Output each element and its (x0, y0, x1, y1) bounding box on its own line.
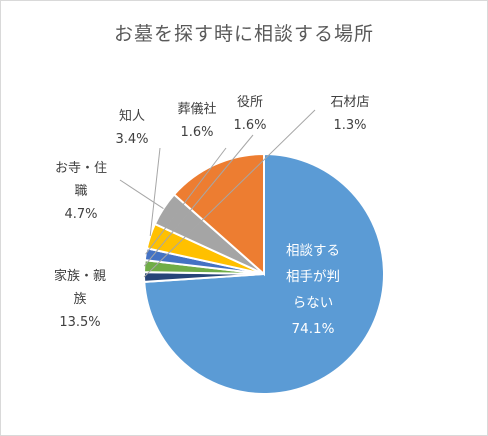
leader-line-3 (145, 147, 227, 255)
slice-category-label-0: 相談する (286, 243, 340, 259)
slice-value-label-0: 74.1% (292, 321, 335, 337)
slice-category-label-0: らない (293, 295, 334, 311)
slice-category-label-1: 石材店 (330, 95, 369, 110)
slice-category-label-6: 族 (73, 291, 86, 307)
chart-title: お墓を探す時に相談する場所 (113, 23, 374, 45)
slice-value-label-5: 4.7% (64, 207, 97, 222)
slice-category-label-5: 職 (74, 184, 87, 199)
pie-slice-6 (172, 152, 265, 277)
pie-slices (142, 152, 385, 395)
leader-line-5 (119, 179, 164, 209)
slice-value-label-4: 3.4% (115, 132, 148, 147)
slice-value-label-3: 1.6% (180, 125, 213, 140)
slice-category-label-6: 家族・親 (54, 268, 106, 284)
leader-line-4 (149, 147, 161, 236)
leader-lines (119, 109, 316, 278)
leader-line-2 (143, 134, 254, 267)
slice-category-label-0: 相手が判 (286, 269, 340, 285)
slice-category-label-2: 役所 (237, 95, 263, 110)
slice-category-label-5: お寺・住 (55, 161, 107, 176)
slice-value-label-6: 13.5% (59, 315, 100, 330)
leader-line-1 (143, 109, 316, 278)
slice-value-label-2: 1.6% (233, 118, 266, 133)
slice-value-label-1: 1.3% (333, 118, 366, 133)
slice-category-label-3: 葬儀社 (177, 101, 216, 117)
slice-category-label-4: 知人 (119, 108, 145, 124)
